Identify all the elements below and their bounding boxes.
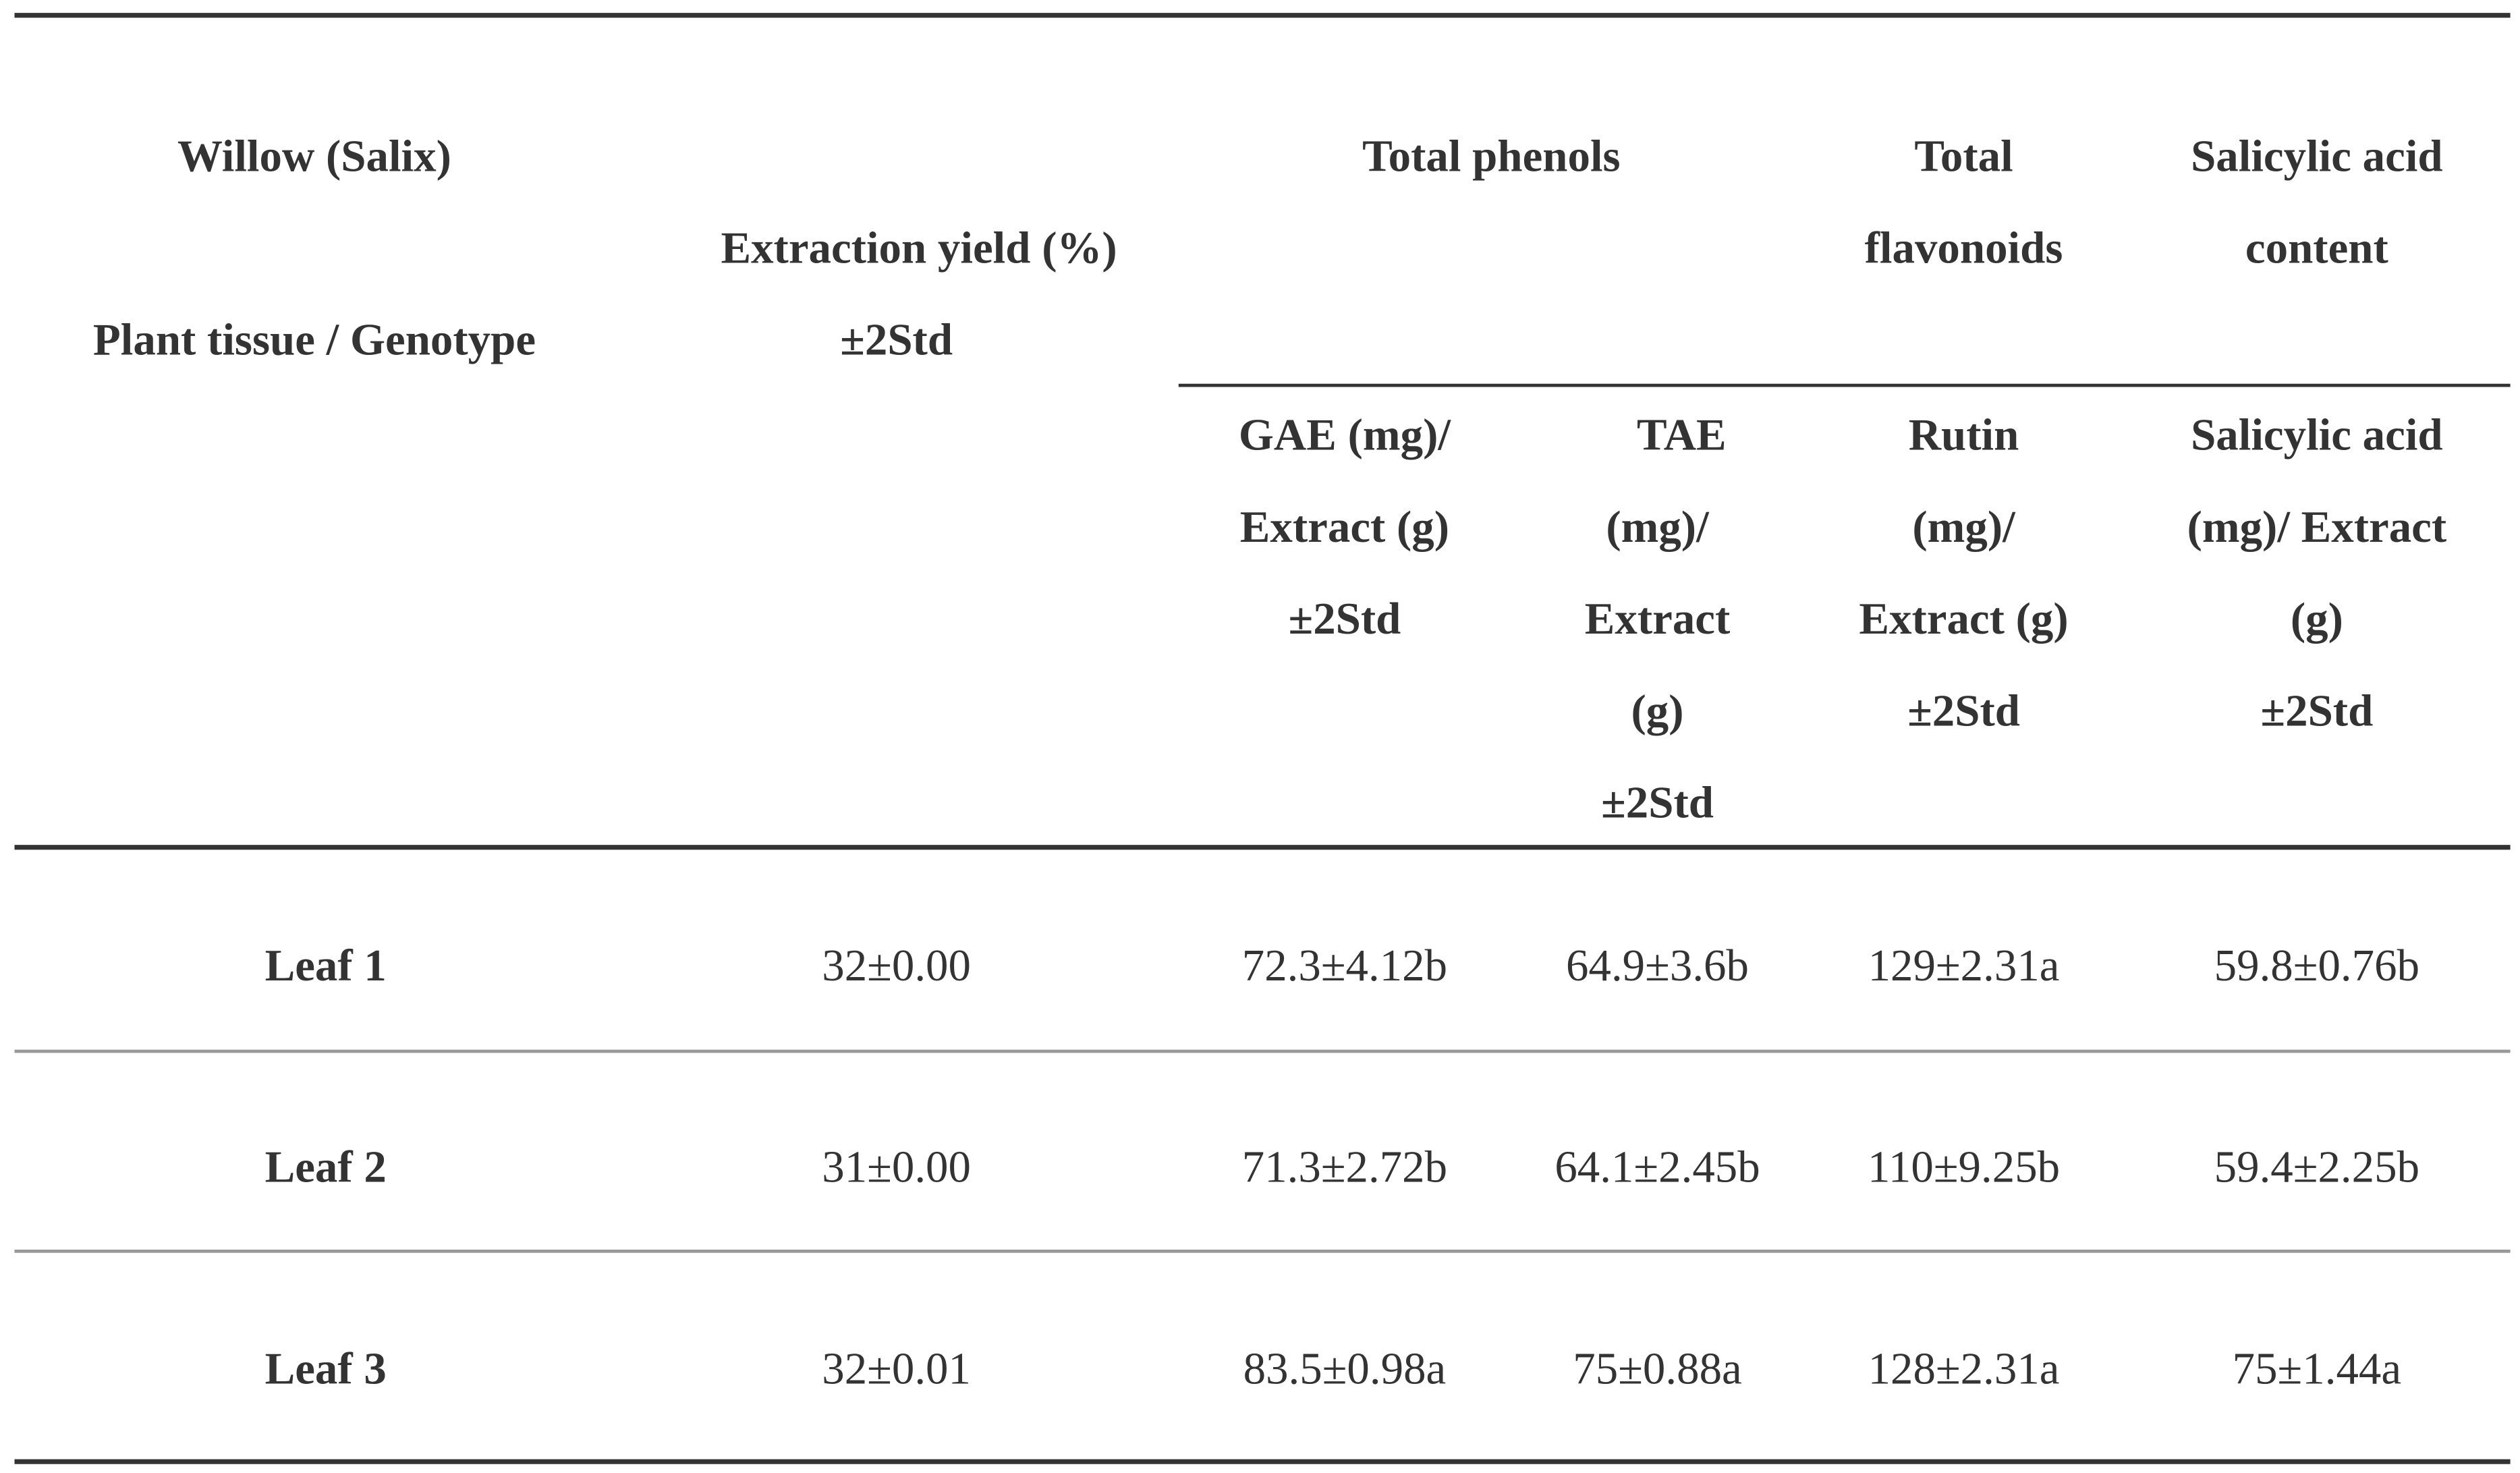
header-species: Willow (Salix) (177, 132, 451, 183)
top-rule (14, 13, 2511, 18)
header-flavonoids-2: flavonoids (1864, 224, 2063, 275)
subheader-salicylic: Salicylic acid (2191, 411, 2443, 462)
header-tissue: Plant tissue / Genotype (92, 316, 536, 366)
table-cell: 59.4±2.25b (2214, 1143, 2420, 1194)
table-cell: 110±9.25b (1867, 1143, 2061, 1194)
table-cell: 64.1±2.45b (1555, 1143, 1760, 1194)
header-salicylic-1: Salicylic acid (2191, 132, 2443, 183)
table-cell: 128±2.31a (1868, 1344, 2060, 1395)
subheader-salicylic: ±2Std (2260, 686, 2374, 738)
subheader-tae: ±2Std (1601, 779, 1714, 829)
table-cell: 64.9±3.6b (1566, 941, 1749, 992)
bottom-rule (14, 1459, 2511, 1464)
subheader-gae: Extract (g) (1239, 503, 1450, 553)
header-total-phenols: Total phenols (1362, 132, 1621, 183)
table-cell: 129±2.31a (1868, 941, 2060, 992)
row-divider (14, 1249, 2511, 1252)
subheader-tae: Extract (1584, 594, 1731, 645)
header-flavonoids-1: Total (1914, 132, 2013, 183)
table-cell: 71.3±2.72b (1241, 1143, 1448, 1194)
header-rule (14, 845, 2511, 850)
subheader-gae: GAE (mg)/ (1238, 411, 1451, 462)
subheader-tae: (g) (1631, 686, 1684, 738)
row-label: Leaf 3 (264, 1344, 387, 1395)
table-cell: 72.3±4.12b (1241, 941, 1448, 992)
header-yield-std: ±2Std (840, 316, 953, 366)
table-cell: 75±0.88a (1573, 1344, 1742, 1395)
subheader-tae: TAE (1637, 411, 1727, 462)
table-cell: 32±0.01 (822, 1344, 971, 1395)
row-label: Leaf 1 (264, 941, 387, 992)
header-yield: Extraction yield (%) (721, 224, 1117, 275)
table-cell: 31±0.00 (822, 1143, 971, 1194)
header-salicylic-2: content (2245, 224, 2388, 275)
table-cell: 75±1.44a (2232, 1344, 2402, 1395)
row-divider (14, 1049, 2511, 1053)
subheader-rutin: (mg)/ (1912, 503, 2015, 553)
subheader-salicylic: (mg)/ Extract (2187, 503, 2447, 553)
subheader-rutin: Rutin (1908, 411, 2019, 462)
table-cell: 32±0.00 (822, 941, 971, 992)
subheader-rutin: Extract (g) (1859, 594, 2069, 645)
table-cell: 59.8±0.76b (2214, 941, 2420, 992)
row-label: Leaf 2 (264, 1143, 387, 1194)
subheader-gae: ±2Std (1288, 594, 1401, 645)
table-cell: 83.5±0.98a (1243, 1344, 1447, 1395)
subheader-rutin: ±2Std (1907, 686, 2020, 738)
subheader-tae: (mg)/ (1606, 503, 1709, 553)
subheader-salicylic: (g) (2290, 594, 2343, 645)
group-rule (1178, 383, 2511, 387)
